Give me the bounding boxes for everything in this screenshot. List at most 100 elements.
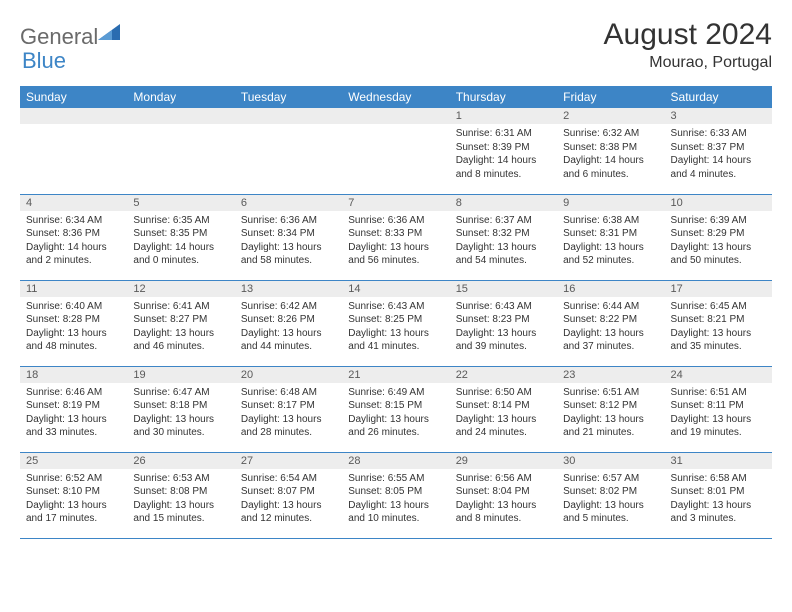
daylight-line: Daylight: 13 hours and 52 minutes. (563, 241, 658, 268)
sunrise-line: Sunrise: 6:49 AM (348, 386, 443, 400)
day-details: Sunrise: 6:49 AMSunset: 8:15 PMDaylight:… (342, 383, 449, 444)
sunrise-line: Sunrise: 6:55 AM (348, 472, 443, 486)
day-cell: 16Sunrise: 6:44 AMSunset: 8:22 PMDayligh… (557, 280, 664, 366)
day-number: 26 (127, 453, 234, 469)
sunset-line: Sunset: 8:39 PM (456, 141, 551, 155)
daylight-line: Daylight: 13 hours and 26 minutes. (348, 413, 443, 440)
sunset-line: Sunset: 8:21 PM (671, 313, 766, 327)
day-details: Sunrise: 6:52 AMSunset: 8:10 PMDaylight:… (20, 469, 127, 530)
sunset-line: Sunset: 8:05 PM (348, 485, 443, 499)
day-cell: 20Sunrise: 6:48 AMSunset: 8:17 PMDayligh… (235, 366, 342, 452)
sunrise-line: Sunrise: 6:43 AM (456, 300, 551, 314)
day-cell: 27Sunrise: 6:54 AMSunset: 8:07 PMDayligh… (235, 452, 342, 538)
sunset-line: Sunset: 8:28 PM (26, 313, 121, 327)
daylight-line: Daylight: 13 hours and 58 minutes. (241, 241, 336, 268)
day-number: 15 (450, 281, 557, 297)
logo-text-blue-wrap: Blue (22, 48, 66, 74)
empty-cell (342, 108, 449, 194)
calendar-body: 1Sunrise: 6:31 AMSunset: 8:39 PMDaylight… (20, 108, 772, 538)
day-cell: 13Sunrise: 6:42 AMSunset: 8:26 PMDayligh… (235, 280, 342, 366)
calendar-row: 1Sunrise: 6:31 AMSunset: 8:39 PMDaylight… (20, 108, 772, 194)
calendar-row: 25Sunrise: 6:52 AMSunset: 8:10 PMDayligh… (20, 452, 772, 538)
sunset-line: Sunset: 8:23 PM (456, 313, 551, 327)
day-number: 14 (342, 281, 449, 297)
sunrise-line: Sunrise: 6:33 AM (671, 127, 766, 141)
day-cell: 17Sunrise: 6:45 AMSunset: 8:21 PMDayligh… (665, 280, 772, 366)
sunset-line: Sunset: 8:32 PM (456, 227, 551, 241)
day-number: 30 (557, 453, 664, 469)
sunrise-line: Sunrise: 6:42 AM (241, 300, 336, 314)
daylight-line: Daylight: 13 hours and 56 minutes. (348, 241, 443, 268)
day-details: Sunrise: 6:36 AMSunset: 8:33 PMDaylight:… (342, 211, 449, 272)
daylight-line: Daylight: 13 hours and 48 minutes. (26, 327, 121, 354)
day-details: Sunrise: 6:44 AMSunset: 8:22 PMDaylight:… (557, 297, 664, 358)
sunrise-line: Sunrise: 6:57 AM (563, 472, 658, 486)
sunset-line: Sunset: 8:02 PM (563, 485, 658, 499)
sunrise-line: Sunrise: 6:51 AM (563, 386, 658, 400)
daylight-line: Daylight: 13 hours and 12 minutes. (241, 499, 336, 526)
day-number: 12 (127, 281, 234, 297)
daylight-line: Daylight: 13 hours and 3 minutes. (671, 499, 766, 526)
weekday-header: Monday (127, 86, 234, 108)
day-details: Sunrise: 6:46 AMSunset: 8:19 PMDaylight:… (20, 383, 127, 444)
page-title: August 2024 (604, 18, 772, 52)
day-cell: 29Sunrise: 6:56 AMSunset: 8:04 PMDayligh… (450, 452, 557, 538)
day-details: Sunrise: 6:51 AMSunset: 8:11 PMDaylight:… (665, 383, 772, 444)
calendar-row: 18Sunrise: 6:46 AMSunset: 8:19 PMDayligh… (20, 366, 772, 452)
sunset-line: Sunset: 8:34 PM (241, 227, 336, 241)
day-details: Sunrise: 6:37 AMSunset: 8:32 PMDaylight:… (450, 211, 557, 272)
day-number: 4 (20, 195, 127, 211)
daylight-line: Daylight: 13 hours and 46 minutes. (133, 327, 228, 354)
sunset-line: Sunset: 8:08 PM (133, 485, 228, 499)
day-number: 3 (665, 108, 772, 124)
daylight-line: Daylight: 14 hours and 6 minutes. (563, 154, 658, 181)
logo-triangle-icon (98, 24, 120, 47)
day-number: 13 (235, 281, 342, 297)
day-details: Sunrise: 6:35 AMSunset: 8:35 PMDaylight:… (127, 211, 234, 272)
weekday-header: Tuesday (235, 86, 342, 108)
calendar-table: Sunday Monday Tuesday Wednesday Thursday… (20, 86, 772, 539)
location-label: Mourao, Portugal (604, 54, 772, 72)
sunset-line: Sunset: 8:12 PM (563, 399, 658, 413)
sunset-line: Sunset: 8:07 PM (241, 485, 336, 499)
day-cell: 2Sunrise: 6:32 AMSunset: 8:38 PMDaylight… (557, 108, 664, 194)
sunrise-line: Sunrise: 6:48 AM (241, 386, 336, 400)
sunrise-line: Sunrise: 6:47 AM (133, 386, 228, 400)
title-block: August 2024 Mourao, Portugal (604, 18, 772, 72)
day-number: 7 (342, 195, 449, 211)
daylight-line: Daylight: 14 hours and 4 minutes. (671, 154, 766, 181)
day-details: Sunrise: 6:43 AMSunset: 8:23 PMDaylight:… (450, 297, 557, 358)
day-details: Sunrise: 6:58 AMSunset: 8:01 PMDaylight:… (665, 469, 772, 530)
sunset-line: Sunset: 8:18 PM (133, 399, 228, 413)
day-details: Sunrise: 6:33 AMSunset: 8:37 PMDaylight:… (665, 124, 772, 185)
daylight-line: Daylight: 13 hours and 54 minutes. (456, 241, 551, 268)
daylight-line: Daylight: 13 hours and 10 minutes. (348, 499, 443, 526)
sunset-line: Sunset: 8:33 PM (348, 227, 443, 241)
day-cell: 11Sunrise: 6:40 AMSunset: 8:28 PMDayligh… (20, 280, 127, 366)
weekday-header: Wednesday (342, 86, 449, 108)
day-number: 9 (557, 195, 664, 211)
day-number: 25 (20, 453, 127, 469)
daylight-line: Daylight: 13 hours and 17 minutes. (26, 499, 121, 526)
sunrise-line: Sunrise: 6:38 AM (563, 214, 658, 228)
daylight-line: Daylight: 13 hours and 28 minutes. (241, 413, 336, 440)
sunrise-line: Sunrise: 6:56 AM (456, 472, 551, 486)
day-details: Sunrise: 6:56 AMSunset: 8:04 PMDaylight:… (450, 469, 557, 530)
calendar-page: General August 2024 Mourao, Portugal Blu… (0, 0, 792, 539)
sunset-line: Sunset: 8:27 PM (133, 313, 228, 327)
sunset-line: Sunset: 8:11 PM (671, 399, 766, 413)
day-details: Sunrise: 6:31 AMSunset: 8:39 PMDaylight:… (450, 124, 557, 185)
day-cell: 30Sunrise: 6:57 AMSunset: 8:02 PMDayligh… (557, 452, 664, 538)
sunset-line: Sunset: 8:01 PM (671, 485, 766, 499)
logo-text-general: General (20, 24, 98, 50)
sunrise-line: Sunrise: 6:54 AM (241, 472, 336, 486)
day-number: 11 (20, 281, 127, 297)
day-cell: 28Sunrise: 6:55 AMSunset: 8:05 PMDayligh… (342, 452, 449, 538)
sunrise-line: Sunrise: 6:31 AM (456, 127, 551, 141)
sunrise-line: Sunrise: 6:43 AM (348, 300, 443, 314)
day-details: Sunrise: 6:47 AMSunset: 8:18 PMDaylight:… (127, 383, 234, 444)
weekday-header-row: Sunday Monday Tuesday Wednesday Thursday… (20, 86, 772, 108)
day-details: Sunrise: 6:38 AMSunset: 8:31 PMDaylight:… (557, 211, 664, 272)
day-cell: 25Sunrise: 6:52 AMSunset: 8:10 PMDayligh… (20, 452, 127, 538)
day-number: 1 (450, 108, 557, 124)
